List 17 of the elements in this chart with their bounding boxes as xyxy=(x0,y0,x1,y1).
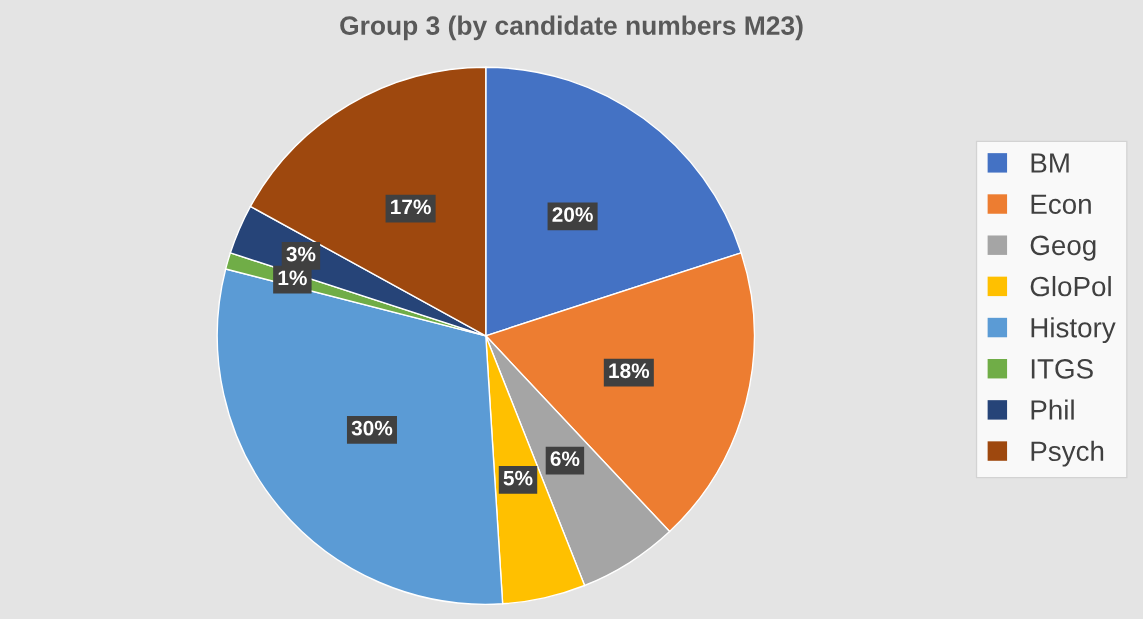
data-label: 30% xyxy=(351,420,393,436)
legend-label: History xyxy=(1031,317,1116,344)
legend-label: Psych xyxy=(1031,440,1104,467)
data-label: 20% xyxy=(552,207,593,222)
data-label: 18% xyxy=(609,363,650,379)
data-label: 3% xyxy=(286,246,316,262)
legend-label: GloPol xyxy=(1030,275,1111,297)
data-label: 5% xyxy=(503,470,533,486)
legend-label: Phil xyxy=(1031,399,1074,420)
legend-label: Geog xyxy=(1030,235,1096,261)
chart-title: Group 3 (by candidate numbers M23) xyxy=(340,15,803,41)
data-label: 6% xyxy=(550,451,580,467)
legend-label: ITGS xyxy=(1031,359,1093,379)
data-label: 17% xyxy=(391,199,431,215)
data-label: 1% xyxy=(278,270,307,286)
legend-label: Econ xyxy=(1031,194,1091,215)
legend-label: BM xyxy=(1031,153,1069,173)
